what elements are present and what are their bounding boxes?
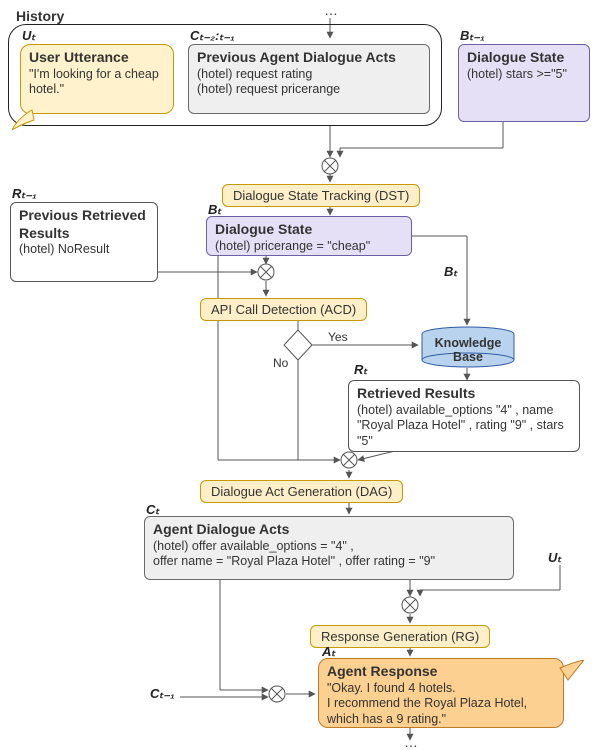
symbol-Bt-side: Bₜ xyxy=(444,264,457,280)
ellipsis-top: … xyxy=(324,2,338,18)
symbol-Rt1: Rₜ₋₁ xyxy=(12,186,37,202)
agent-dialogue-acts-title: Agent Dialogue Acts xyxy=(153,521,505,539)
knowledge-base: Knowledge Base xyxy=(420,326,516,368)
acd-no-label: No xyxy=(273,356,288,370)
dialogue-state-title: Dialogue State xyxy=(215,221,403,239)
symbol-Ut: Uₜ xyxy=(22,28,35,44)
knowledge-base-label: Knowledge Base xyxy=(420,336,516,364)
dag-pill: Dialogue Act Generation (DAG) xyxy=(200,480,403,503)
agent-bubble-tail xyxy=(558,660,584,682)
agent-response-body: "Okay. I found 4 hotels. I recommend the… xyxy=(327,681,555,728)
acd-pill: API Call Detection (ACD) xyxy=(200,298,367,321)
prev-agent-acts-box: Previous Agent Dialogue Acts (hotel) req… xyxy=(188,44,430,114)
symbol-Ut-side: Uₜ xyxy=(548,550,561,566)
agent-dialogue-acts-body: (hotel) offer available_options = "4" , … xyxy=(153,539,505,570)
dialogue-state-body: (hotel) pricerange = "cheap" xyxy=(215,239,403,255)
prev-retrieved-box: Previous Retrieved Results (hotel) NoRes… xyxy=(10,202,158,282)
dialogue-state-box: Dialogue State (hotel) pricerange = "che… xyxy=(206,216,412,256)
user-utterance-title: User Utterance xyxy=(29,49,165,67)
dst-pill: Dialogue State Tracking (DST) xyxy=(222,184,420,207)
symbol-Bt1: Bₜ₋₁ xyxy=(460,28,485,44)
user-utterance-body: "I'm looking for a cheap hotel." xyxy=(29,67,165,98)
retrieved-results-box: Retrieved Results (hotel) available_opti… xyxy=(348,380,580,452)
user-bubble-tail xyxy=(12,108,36,132)
prev-dialogue-state-title: Dialogue State xyxy=(467,49,581,67)
prev-retrieved-title: Previous Retrieved Results xyxy=(19,207,149,242)
symbol-Ct-1: Cₜ₋₁ xyxy=(150,686,175,702)
acd-yes-label: Yes xyxy=(328,330,348,344)
agent-dialogue-acts-box: Agent Dialogue Acts (hotel) offer availa… xyxy=(144,516,514,580)
symbol-Rt: Rₜ xyxy=(354,362,367,378)
prev-agent-acts-title: Previous Agent Dialogue Acts xyxy=(197,49,421,67)
prev-agent-acts-body: (hotel) request rating (hotel) request p… xyxy=(197,67,421,98)
user-utterance-box: User Utterance "I'm looking for a cheap … xyxy=(20,44,174,114)
rg-pill: Response Generation (RG) xyxy=(310,625,490,648)
history-label: History xyxy=(16,8,64,24)
retrieved-results-title: Retrieved Results xyxy=(357,385,571,403)
agent-response-box: Agent Response "Okay. I found 4 hotels. … xyxy=(318,658,564,728)
symbol-Ct21: Cₜ₋₂:ₜ₋₁ xyxy=(190,28,235,44)
agent-response-title: Agent Response xyxy=(327,663,555,681)
retrieved-results-body: (hotel) available_options "4" , name "Ro… xyxy=(357,403,571,450)
prev-dialogue-state-body: (hotel) stars >="5" xyxy=(467,67,581,83)
prev-dialogue-state-box: Dialogue State (hotel) stars >="5" xyxy=(458,44,590,122)
prev-retrieved-body: (hotel) NoResult xyxy=(19,242,149,258)
